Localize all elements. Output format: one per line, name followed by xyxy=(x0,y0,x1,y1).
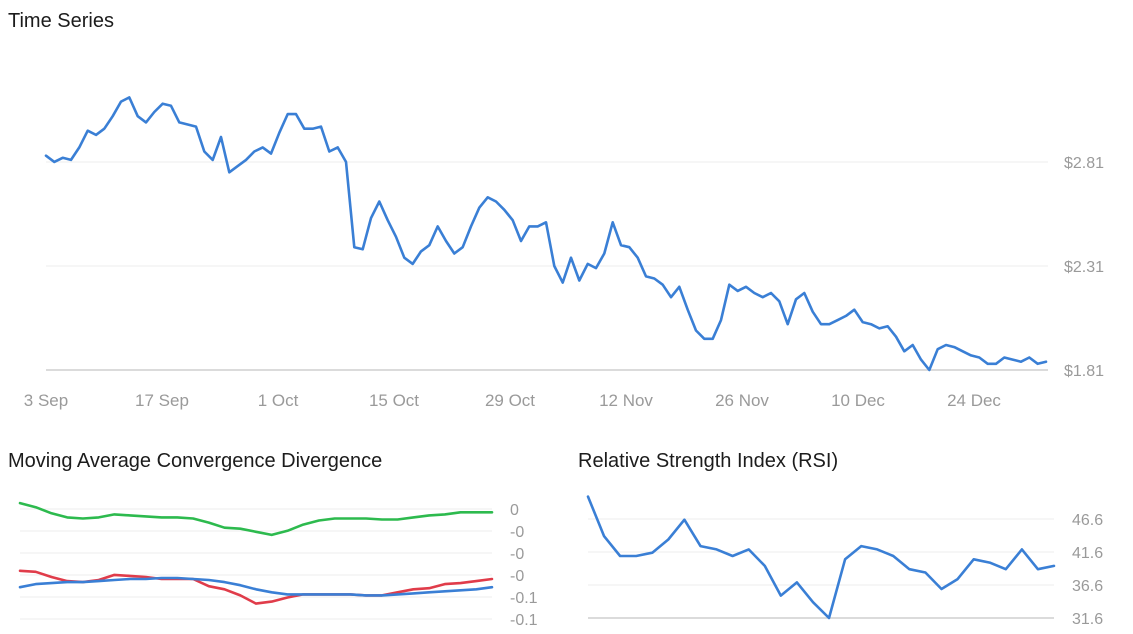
rsi-title: Relative Strength Index (RSI) xyxy=(578,450,839,472)
x-tick-label-6: 26 Nov xyxy=(715,391,769,410)
series-line-1-0 xyxy=(18,501,494,537)
macd-title: Moving Average Convergence Divergence xyxy=(8,450,383,472)
x-tick-label-1: 17 Sep xyxy=(135,391,189,410)
series-line-1-1 xyxy=(18,569,494,605)
y-tick-label-1-1: -0 xyxy=(510,524,524,541)
y-tick-label-1-2: -0 xyxy=(510,546,524,563)
x-tick-label-4: 29 Oct xyxy=(485,391,535,410)
y-tick-label-0-1: $2.31 xyxy=(1064,259,1104,276)
y-tick-label-1-0: 0 xyxy=(510,502,519,519)
x-tick-label-7: 10 Dec xyxy=(831,391,885,410)
x-tick-label-0: 3 Sep xyxy=(24,391,68,410)
x-tick-label-5: 12 Nov xyxy=(599,391,653,410)
x-tick-label-8: 24 Dec xyxy=(947,391,1001,410)
y-tick-label-2-1: 36.6 xyxy=(1072,578,1103,595)
y-tick-label-1-4: -0.1 xyxy=(510,590,538,607)
series-line-2-0 xyxy=(586,495,1056,620)
x-tick-label-2: 1 Oct xyxy=(258,391,299,410)
series-line-0-0 xyxy=(44,96,1048,372)
y-tick-label-2-0: 31.6 xyxy=(1072,611,1103,628)
y-tick-label-1-3: -0 xyxy=(510,568,524,585)
y-tick-label-1-5: -0.1 xyxy=(510,612,538,629)
x-tick-label-3: 15 Oct xyxy=(369,391,419,410)
y-tick-label-2-2: 41.6 xyxy=(1072,545,1103,562)
y-tick-label-0-0: $1.81 xyxy=(1064,363,1104,380)
series-line-1-2 xyxy=(18,576,494,597)
y-tick-label-2-3: 46.6 xyxy=(1072,512,1103,529)
y-tick-label-0-2: $2.81 xyxy=(1064,155,1104,172)
time-series-title: Time Series xyxy=(8,10,114,32)
